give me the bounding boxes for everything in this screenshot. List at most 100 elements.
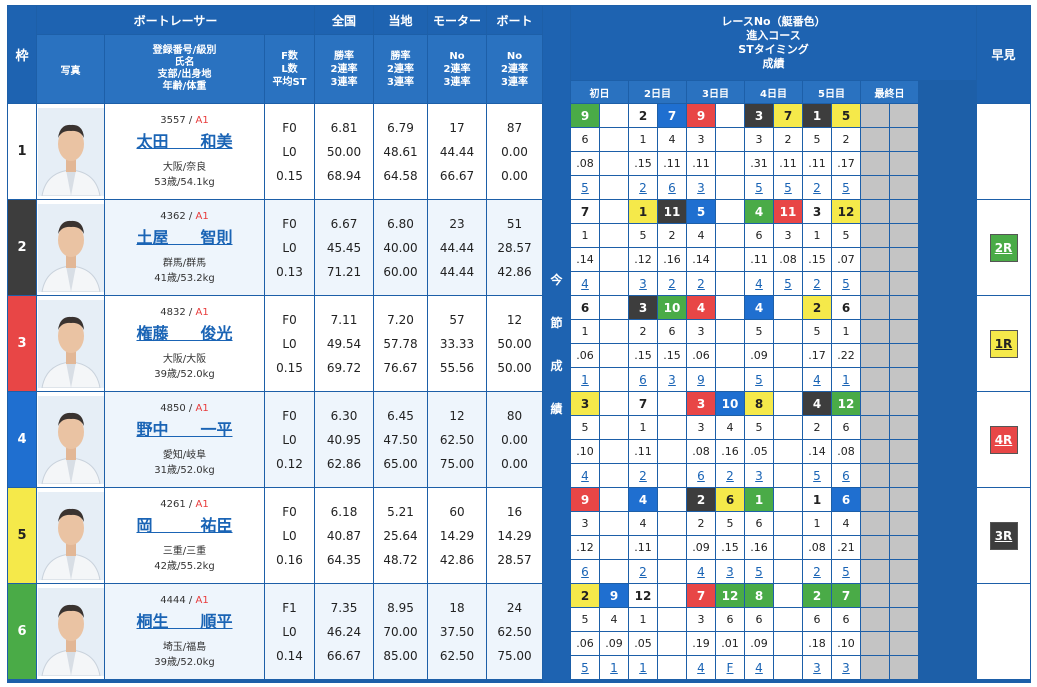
- race-result-link[interactable]: 6: [687, 464, 715, 487]
- entry-course: 1: [803, 224, 831, 247]
- racer-name-link[interactable]: 土屋 智則: [136, 228, 233, 247]
- race-result-link[interactable]: 5: [774, 176, 802, 199]
- race-number: 1: [745, 488, 773, 511]
- race-number: 9: [687, 104, 715, 127]
- race-result-link[interactable]: 4: [745, 656, 773, 679]
- race-result-link[interactable]: 3: [658, 368, 686, 391]
- reg-number: 3557: [160, 115, 186, 126]
- racer-photo: [37, 584, 104, 679]
- entry-course: 1: [629, 608, 657, 631]
- header-touchi: 当地: [374, 6, 427, 34]
- entry-course: 6: [832, 608, 860, 631]
- racer-name-link[interactable]: 岡 祐臣: [136, 516, 233, 535]
- no-2: 2連率: [501, 63, 528, 75]
- race-number: 12: [716, 584, 744, 607]
- touchi-value: 5.21: [387, 504, 414, 519]
- empty-day-cell: [861, 440, 889, 463]
- race-number: 9: [600, 584, 628, 607]
- race-result-link[interactable]: 4: [571, 464, 599, 487]
- race-result-link[interactable]: 5: [832, 560, 860, 583]
- entry-course: 4: [629, 512, 657, 535]
- race-result-link[interactable]: 2: [803, 560, 831, 583]
- race-result-link[interactable]: 5: [745, 176, 773, 199]
- avg-st: 0.12: [276, 456, 303, 471]
- race-cell: [774, 512, 802, 535]
- race-result-link[interactable]: 2: [716, 464, 744, 487]
- race-result-link[interactable]: 5: [745, 560, 773, 583]
- racer-name-link[interactable]: 権藤 俊光: [136, 324, 233, 343]
- st-timing: .09: [600, 632, 628, 655]
- race-result-link[interactable]: 3: [832, 656, 860, 679]
- race-result-link[interactable]: 2: [629, 560, 657, 583]
- boat-value: 0.00: [501, 432, 528, 447]
- race-result-link[interactable]: 2: [803, 272, 831, 295]
- hayami-race-link[interactable]: 2R: [989, 233, 1018, 262]
- race-result-link[interactable]: 2: [629, 464, 657, 487]
- empty-day-cell: [861, 584, 889, 607]
- race-result-link[interactable]: 2: [687, 272, 715, 295]
- race-cell: [600, 560, 628, 583]
- race-result-link[interactable]: 5: [745, 368, 773, 391]
- race-result-link[interactable]: 9: [687, 368, 715, 391]
- race-result-link[interactable]: 4: [803, 368, 831, 391]
- touchi-value: 65.00: [383, 456, 418, 471]
- race-result-link[interactable]: 4: [687, 560, 715, 583]
- race-result-link[interactable]: 6: [629, 368, 657, 391]
- race-result-link[interactable]: F: [716, 656, 744, 679]
- racer-name-link[interactable]: 野中 一平: [136, 420, 233, 439]
- race-number: 3: [803, 200, 831, 223]
- race-result-link[interactable]: 5: [774, 272, 802, 295]
- branch: 三重/三重: [162, 546, 207, 557]
- touchi-value: 48.72: [383, 552, 418, 567]
- st-timing: .21: [832, 536, 860, 559]
- race-result-link[interactable]: 6: [571, 560, 599, 583]
- race-result-link[interactable]: 2: [658, 272, 686, 295]
- racer-name-link[interactable]: 桐生 順平: [136, 612, 233, 631]
- empty-day-cell: [861, 632, 889, 655]
- race-result-link[interactable]: 4: [571, 272, 599, 295]
- header-info-2: 氏名: [174, 57, 195, 68]
- racer-name-link[interactable]: 太田 和美: [136, 132, 233, 151]
- race-result-link[interactable]: 5: [571, 656, 599, 679]
- race-result-link[interactable]: 6: [832, 464, 860, 487]
- empty-day-cell: [890, 416, 918, 439]
- race-result-link[interactable]: 5: [832, 176, 860, 199]
- hayami-cell: [977, 584, 1030, 679]
- race-result-link[interactable]: 1: [571, 368, 599, 391]
- race-result-link[interactable]: 2: [629, 176, 657, 199]
- race-result-link[interactable]: 3: [745, 464, 773, 487]
- race-result-link[interactable]: 1: [629, 656, 657, 679]
- race-result-link[interactable]: 5: [803, 464, 831, 487]
- race-result-link[interactable]: 6: [658, 176, 686, 199]
- reg-class: 4261 / A1: [160, 499, 209, 510]
- race-result-link[interactable]: 3: [629, 272, 657, 295]
- race-result-link[interactable]: 2: [803, 176, 831, 199]
- hayami-race-link[interactable]: 4R: [989, 425, 1018, 454]
- zenkoku-stats: 7.11 49.54 69.72: [315, 296, 373, 391]
- race-result-link[interactable]: 4: [687, 656, 715, 679]
- race-result-link[interactable]: 5: [571, 176, 599, 199]
- st-timing: .31: [745, 152, 773, 175]
- hayami-race-link[interactable]: 1R: [989, 329, 1018, 358]
- entry-course: 5: [571, 608, 599, 631]
- touchi-value: 6.79: [387, 120, 414, 135]
- race-result-link[interactable]: 5: [832, 272, 860, 295]
- race-cell: [600, 512, 628, 535]
- avg-st: 0.15: [276, 360, 303, 375]
- race-result-link[interactable]: 1: [832, 368, 860, 391]
- hayami-race-link[interactable]: 3R: [989, 521, 1018, 550]
- l-count: L0: [282, 528, 297, 543]
- race-result-link[interactable]: 3: [716, 560, 744, 583]
- racer-info: 3557 / A1 太田 和美 大阪/奈良 53歳/54.1kg: [105, 104, 264, 199]
- race-cell: [658, 656, 686, 679]
- header-racer: ボートレーサー: [37, 6, 314, 34]
- avg-st: 0.16: [276, 552, 303, 567]
- race-cell: [658, 512, 686, 535]
- race-result-link[interactable]: 3: [687, 176, 715, 199]
- racer-photo-image: [37, 299, 104, 388]
- race-result-link[interactable]: 4: [745, 272, 773, 295]
- race-result-link[interactable]: 3: [803, 656, 831, 679]
- motor-stats: 18 37.50 62.50: [428, 584, 486, 679]
- race-result-link[interactable]: 1: [600, 656, 628, 679]
- race-cell: [658, 536, 686, 559]
